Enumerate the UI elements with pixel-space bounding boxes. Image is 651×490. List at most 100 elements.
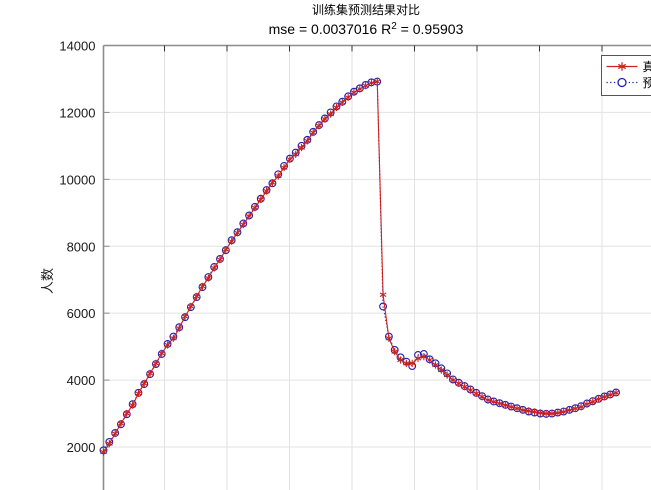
legend-predicted-marker <box>617 77 627 88</box>
subtitle-mse: mse = 0.0037016 <box>269 21 381 37</box>
subtitle-r-label: R <box>381 21 391 37</box>
true-marker <box>595 395 602 403</box>
true-marker <box>478 393 486 401</box>
true-marker <box>298 143 305 152</box>
predicted-marker <box>379 302 388 311</box>
true-marker <box>397 356 404 364</box>
true-marker <box>589 398 597 406</box>
true-marker <box>117 419 125 428</box>
true-marker <box>566 406 573 414</box>
true-marker <box>601 393 608 401</box>
true-marker <box>338 98 346 106</box>
true-marker <box>507 403 515 411</box>
true-marker <box>513 404 521 413</box>
true-marker <box>501 401 509 409</box>
true-marker <box>193 292 201 301</box>
true-marker <box>135 389 142 398</box>
y-tick-label: 4000 <box>67 373 96 388</box>
true-marker <box>187 302 195 311</box>
true-marker <box>571 404 579 413</box>
true-marker <box>100 448 107 456</box>
true-marker <box>210 264 218 272</box>
legend-predicted-label: 预测值 <box>643 75 651 90</box>
true-marker <box>292 150 300 158</box>
true-marker <box>455 379 463 388</box>
true-marker <box>350 88 358 96</box>
subtitle-r-value: = 0.95903 <box>397 21 464 37</box>
true-marker <box>111 430 119 438</box>
true-marker <box>554 409 562 417</box>
true-marker <box>204 274 212 282</box>
true-marker <box>461 383 469 391</box>
true-marker <box>146 369 154 377</box>
true-marker <box>449 376 457 384</box>
true-marker <box>612 389 620 397</box>
legend-item-predicted[interactable]: 预测值 <box>606 75 651 90</box>
true-marker <box>577 403 585 411</box>
true-marker <box>379 291 387 299</box>
true-marker <box>164 341 171 349</box>
true-marker <box>175 324 183 332</box>
y-tick-label: 12000 <box>59 105 95 120</box>
gridlines: 2000 4000 6000 8000 10000 12000 14000 <box>59 39 651 490</box>
true-marker <box>519 406 527 414</box>
true-marker <box>199 282 206 290</box>
chart-subtitle: mse = 0.0037016 R2 = 0.95903 <box>269 21 464 37</box>
true-marker <box>333 103 340 111</box>
legend-box <box>601 55 651 96</box>
true-marker <box>426 356 434 364</box>
true-marker <box>286 155 294 163</box>
true-marker <box>309 128 317 137</box>
true-marker <box>263 187 270 195</box>
true-marker <box>606 391 614 399</box>
y-tick-label: 2000 <box>67 440 96 455</box>
true-marker <box>170 334 177 342</box>
y-axis-label: 人数 <box>40 268 55 294</box>
true-marker <box>437 366 445 374</box>
true-marker <box>315 122 323 130</box>
true-marker <box>123 409 131 418</box>
true-marker <box>181 312 189 321</box>
true-marker <box>327 110 335 118</box>
true-marker <box>105 440 113 448</box>
true-marker <box>245 212 253 220</box>
true-marker <box>257 195 265 204</box>
y-tick-label: 6000 <box>67 306 96 321</box>
true-marker <box>525 407 533 415</box>
y-tick-label: 10000 <box>59 172 95 187</box>
true-marker <box>362 82 369 90</box>
true-marker <box>251 204 259 212</box>
chart-title: 训练集预测结果对比 <box>312 2 420 17</box>
legend-true-label: 真实值 <box>643 59 651 74</box>
true-marker <box>216 256 224 264</box>
true-marker <box>432 361 439 369</box>
true-marker <box>228 237 236 245</box>
true-marker <box>443 371 451 379</box>
legend-true-marker <box>618 63 626 70</box>
y-tick-label: 8000 <box>67 239 96 254</box>
true-marker <box>542 409 550 418</box>
true-marker <box>385 334 393 342</box>
true-marker <box>356 85 364 93</box>
true-marker <box>496 399 503 408</box>
true-marker <box>274 172 282 180</box>
true-marker <box>420 353 428 361</box>
true-marker <box>158 349 166 357</box>
true-marker <box>368 79 375 87</box>
true-marker <box>129 401 137 409</box>
true-marker <box>414 354 422 362</box>
true-marker <box>560 408 568 416</box>
legend-item-true[interactable]: 真实值 <box>606 59 651 74</box>
true-marker <box>373 78 381 86</box>
true-marker <box>321 115 329 123</box>
subtitle-r-exponent: 2 <box>391 21 397 32</box>
true-marker <box>467 386 474 394</box>
true-marker <box>472 389 480 398</box>
series-true <box>100 78 620 456</box>
true-marker <box>140 379 148 388</box>
y-tick-label: 14000 <box>59 39 95 54</box>
true-marker <box>269 179 276 187</box>
true-marker <box>484 396 492 404</box>
